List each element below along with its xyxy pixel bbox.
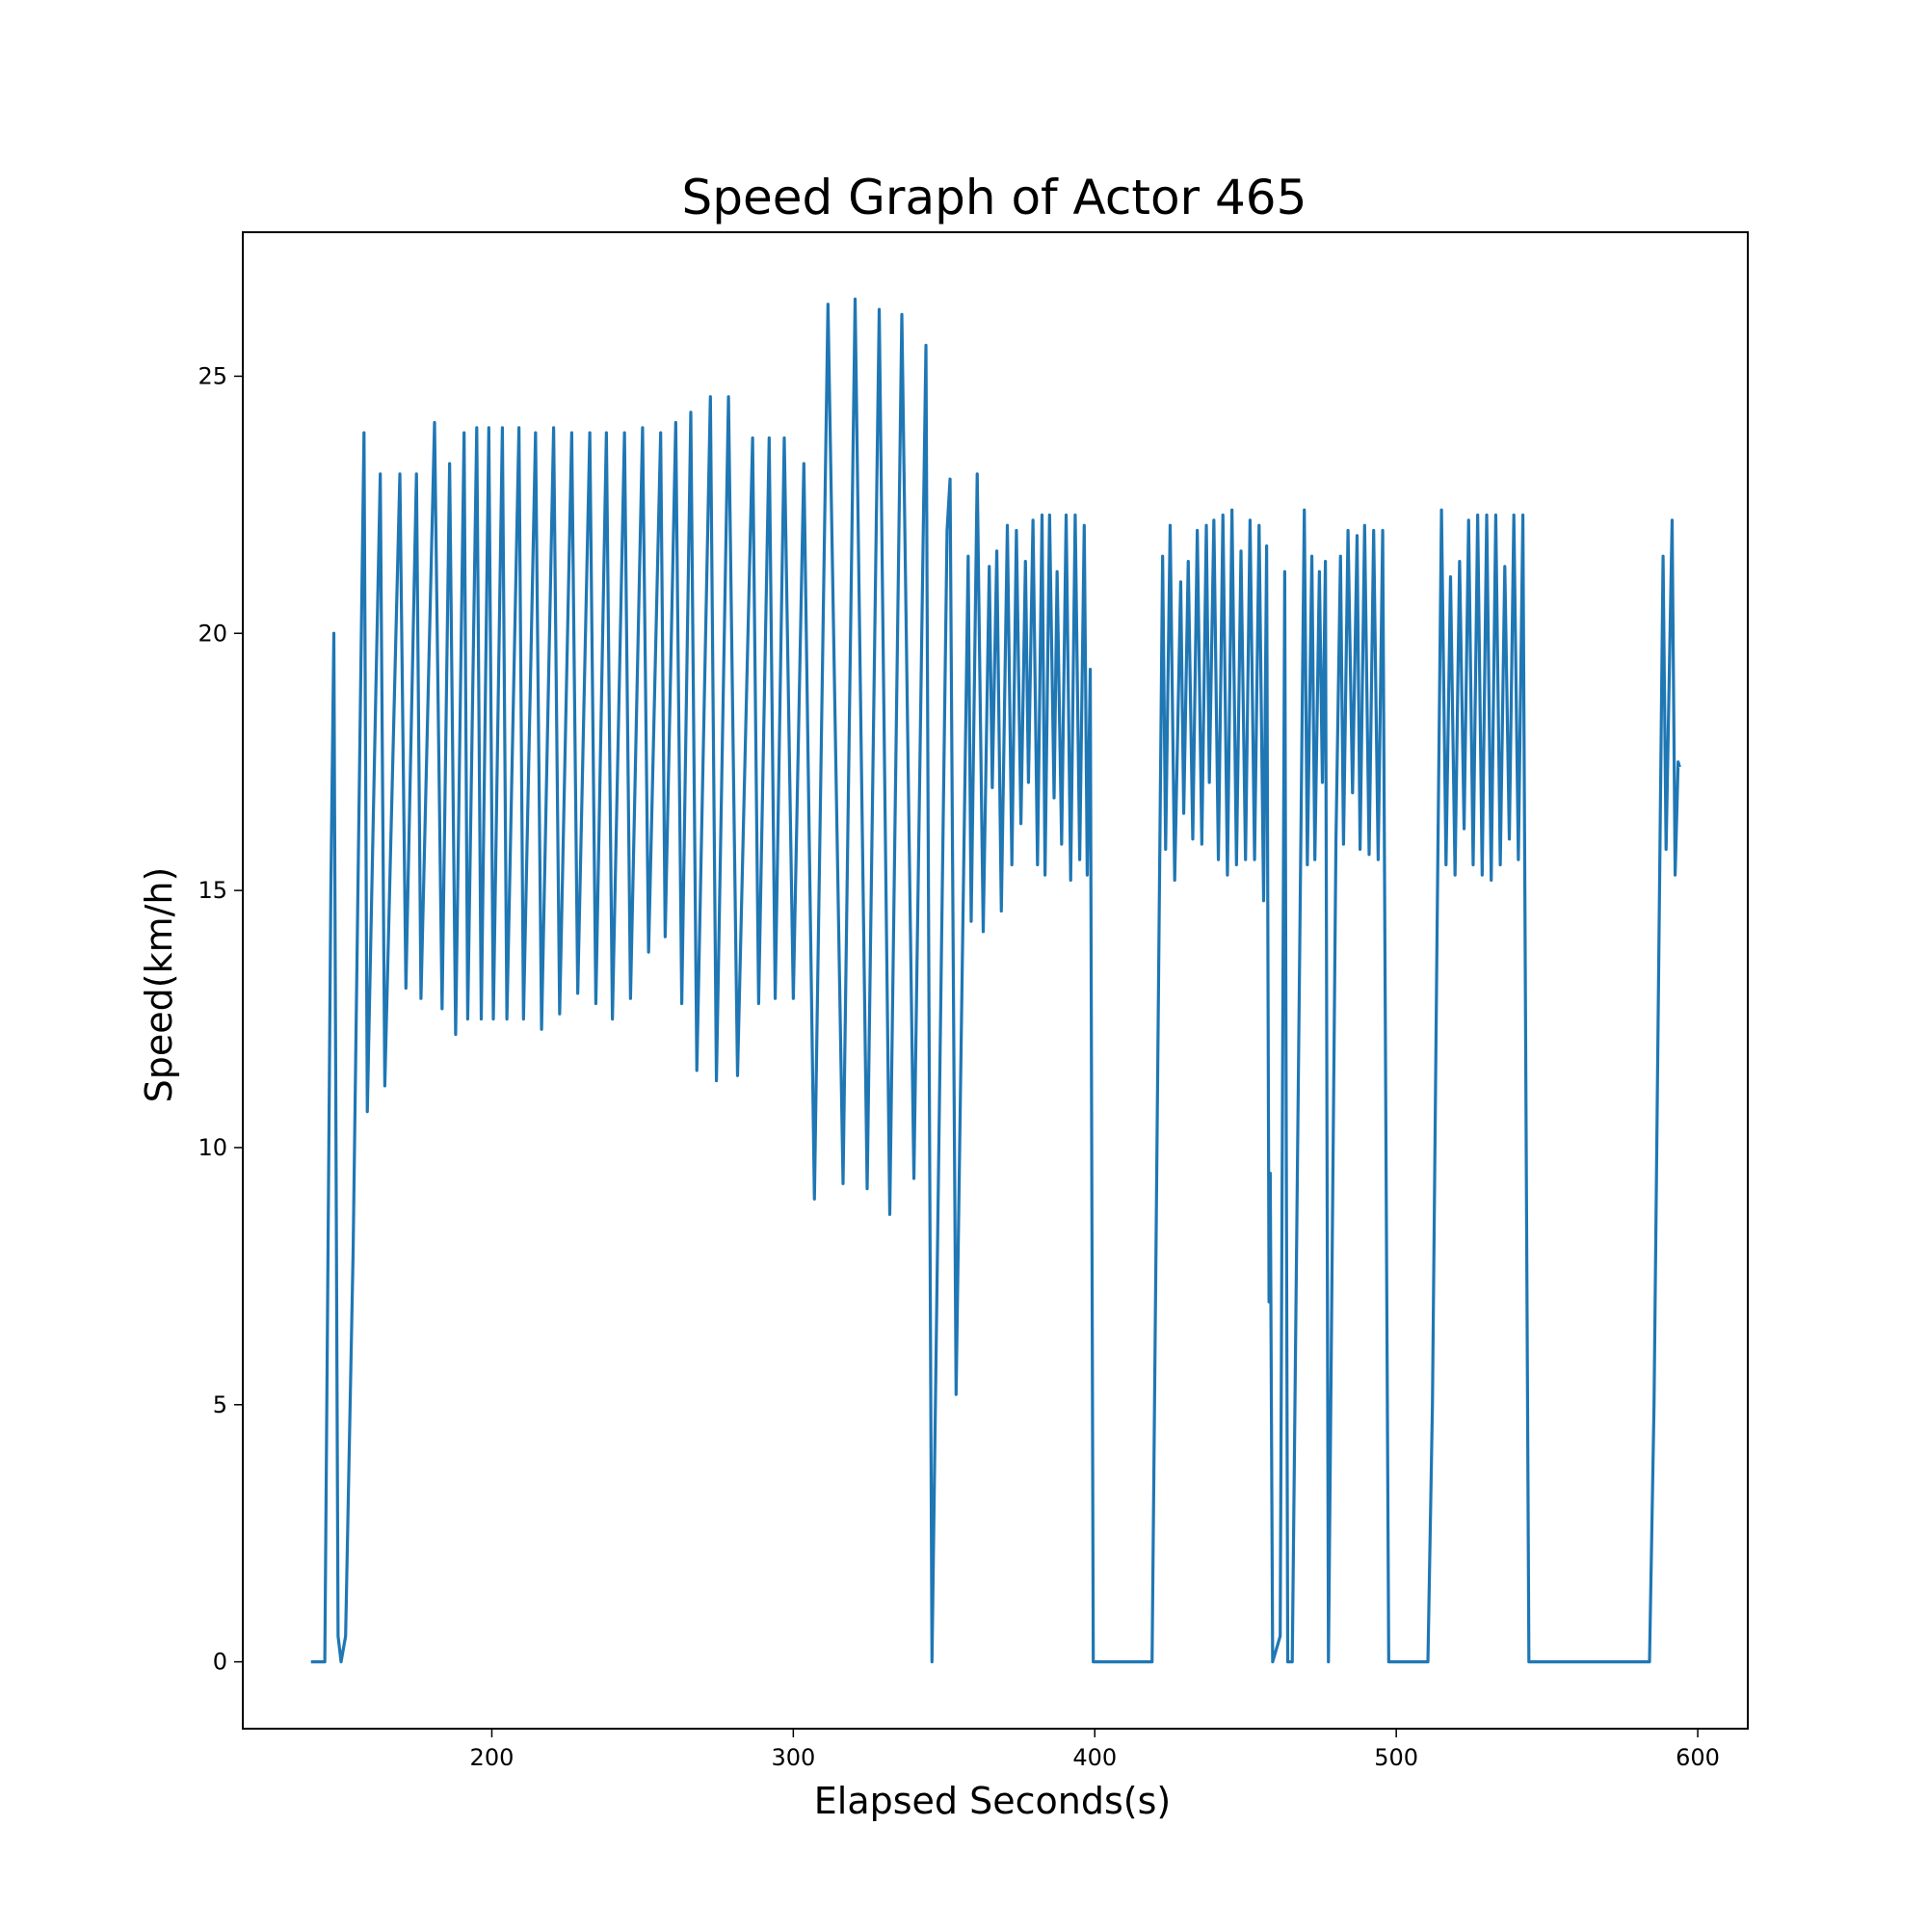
y-tick-label: 10 <box>198 1134 227 1161</box>
series-layer <box>310 297 1681 1664</box>
ticks-layer: 200 300 400 500 600 0 5 10 15 20 25 <box>198 362 1720 1771</box>
y-tick-label: 15 <box>198 877 227 904</box>
x-tick-label: 600 <box>1676 1744 1720 1771</box>
x-tick-label: 400 <box>1072 1744 1117 1771</box>
series-line-speed <box>310 297 1681 1664</box>
chart-title: Speed Graph of Actor 465 <box>682 170 1307 225</box>
y-tick-label: 25 <box>198 362 227 389</box>
y-tick-label: 0 <box>213 1649 227 1676</box>
plot-frame <box>242 231 1749 1730</box>
x-tick-label: 300 <box>771 1744 815 1771</box>
x-tick-label: 500 <box>1374 1744 1418 1771</box>
y-tick-label: 5 <box>213 1391 227 1418</box>
y-tick-label: 20 <box>198 620 227 647</box>
x-axis-label: Elapsed Seconds(s) <box>814 1780 1171 1822</box>
x-tick-label: 200 <box>470 1744 515 1771</box>
y-axis-label: Speed(km/h) <box>138 867 180 1103</box>
